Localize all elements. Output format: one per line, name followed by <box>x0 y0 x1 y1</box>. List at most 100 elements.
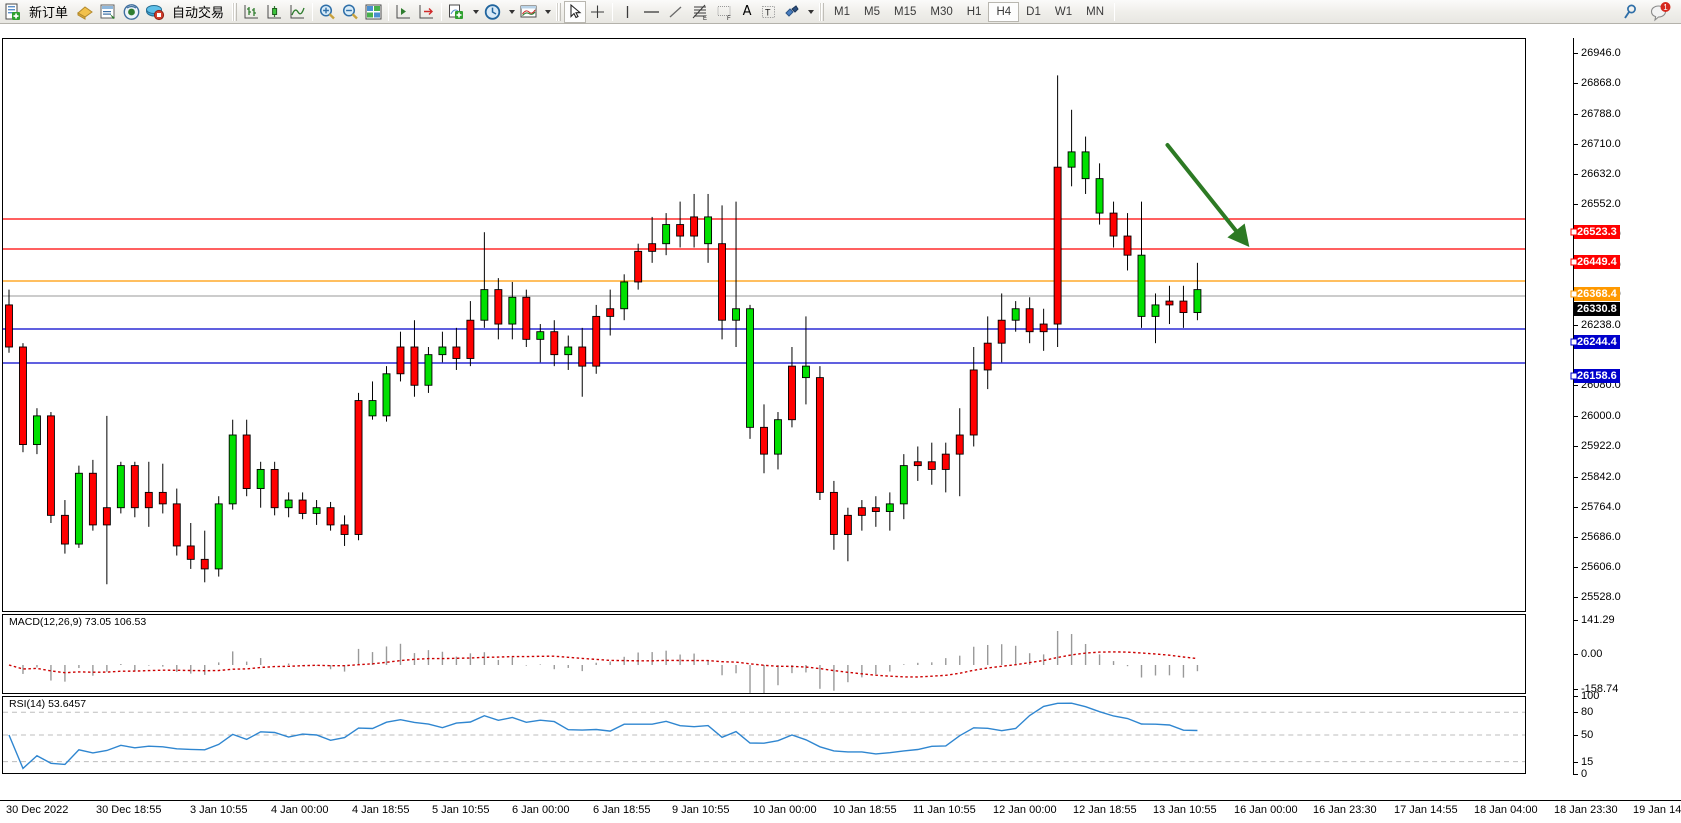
macd-tick-label: -158.74 <box>1581 683 1619 695</box>
current-price-tag[interactable]: 26330.8 <box>1574 302 1620 316</box>
candlestick <box>536 324 545 363</box>
zoom-out-icon[interactable] <box>339 1 362 23</box>
price-tick <box>1573 506 1578 508</box>
timeframe-h1[interactable]: H1 <box>966 5 982 18</box>
price-tick <box>1573 82 1578 84</box>
candlestick <box>1151 293 1160 344</box>
candlestick <box>1193 262 1202 321</box>
price-tick <box>1573 324 1578 326</box>
chart-region: MACD(12,26,9) 73.05 106.53 RSI(14) 53.64… <box>0 24 1681 800</box>
time-axis[interactable]: 30 Dec 2022 30 Dec 18:55 3 Jan 10:55 4 Jan … <box>0 800 1681 823</box>
support-2-handle[interactable] <box>1570 372 1578 380</box>
pivot-line-handle[interactable] <box>1570 290 1578 298</box>
timeframe-w1[interactable]: W1 <box>1054 5 1073 18</box>
price-tick <box>1573 446 1578 448</box>
autotrade-icon[interactable] <box>143 1 167 23</box>
macd-signal-line <box>8 651 1198 678</box>
templates-icon[interactable] <box>517 1 540 23</box>
shapes-icon[interactable] <box>780 1 803 23</box>
tile-windows-icon[interactable] <box>362 1 385 23</box>
macd-svg <box>8 631 1199 693</box>
bar-chart-icon[interactable] <box>240 1 263 23</box>
candlestick <box>480 232 489 328</box>
expert-advisors-icon[interactable] <box>73 1 97 23</box>
price-tick <box>1573 173 1578 175</box>
rsi-tick-label: 80 <box>1581 705 1594 718</box>
candlestick <box>5 289 13 353</box>
search-icon[interactable] <box>1619 1 1641 23</box>
fibonacci-icon[interactable]: E <box>687 1 712 23</box>
rsi-tick-label: 50 <box>1581 729 1594 741</box>
text-label-icon[interactable]: T <box>757 1 780 23</box>
time-axis-label: 10 Jan 00:00 <box>753 804 817 816</box>
candlestick <box>438 331 447 363</box>
toolbar-grip-3[interactable] <box>819 2 825 21</box>
data-window-icon[interactable] <box>97 1 120 23</box>
vertical-line-icon[interactable] <box>616 1 639 23</box>
chart-shift-icon[interactable] <box>415 1 438 23</box>
horizontal-line-icon[interactable] <box>639 1 664 23</box>
candlestick <box>298 492 307 520</box>
timeframe-m1[interactable]: M1 <box>834 5 851 18</box>
cursor-icon[interactable] <box>564 0 587 23</box>
templates-dropdown[interactable] <box>540 1 553 23</box>
timeframe-m30[interactable]: M30 <box>930 5 953 18</box>
candlestick <box>1011 301 1020 332</box>
trendline-icon[interactable] <box>664 1 687 23</box>
pivot-line-tag[interactable]: 26368.4 <box>1574 287 1620 301</box>
support-1-handle[interactable] <box>1570 338 1578 346</box>
auto-scroll-icon[interactable] <box>392 1 415 23</box>
zoom-in-icon[interactable] <box>316 1 339 23</box>
price-chart-panel[interactable] <box>2 38 1526 612</box>
period-icon[interactable] <box>481 1 504 23</box>
support-2-tag[interactable]: 26158.6 <box>1574 369 1620 383</box>
new-order-label[interactable]: 新订单 <box>29 6 69 21</box>
candlestick <box>690 193 699 248</box>
timeframe-m5[interactable]: M5 <box>864 5 880 18</box>
time-axis-label: 17 Jan 14:55 <box>1394 804 1458 816</box>
resistance-2-tag[interactable]: 26523.3 <box>1574 225 1620 239</box>
channel-icon[interactable]: F <box>712 1 737 23</box>
toolbar-grip-1[interactable] <box>232 2 238 21</box>
price-tick-label: 25842.0 <box>1581 470 1621 483</box>
period-dropdown[interactable] <box>504 1 517 23</box>
candlestick-chart-icon[interactable] <box>263 1 286 23</box>
text-icon[interactable]: A <box>742 4 752 19</box>
alerts-icon[interactable]: 1 <box>1647 1 1673 23</box>
candlestick <box>33 408 41 455</box>
candlestick <box>620 274 629 321</box>
navigator-icon[interactable] <box>120 1 143 23</box>
resistance-2-handle[interactable] <box>1570 228 1578 236</box>
price-tick <box>1573 385 1578 387</box>
macd-panel[interactable]: MACD(12,26,9) 73.05 106.53 <box>2 614 1526 694</box>
shapes-dropdown[interactable] <box>803 1 816 23</box>
candlestick <box>19 343 27 453</box>
time-axis-label: 11 Jan 10:55 <box>913 804 976 816</box>
new-order-icon[interactable] <box>2 1 24 23</box>
timeframe-m15[interactable]: M15 <box>894 5 917 18</box>
autotrade-label[interactable]: 自动交易 <box>172 6 225 21</box>
resistance-1-tag[interactable]: 26449.4 <box>1574 255 1620 269</box>
candlestick <box>1123 213 1132 271</box>
line-chart-icon[interactable] <box>286 1 309 23</box>
candlestick <box>578 327 587 397</box>
price-scale-axis[interactable]: 26946.0 26868.0 26788.0 26710.0 26632.0 26552… <box>1528 38 1681 780</box>
crosshair-icon[interactable] <box>586 1 609 23</box>
toolbar-grip-2[interactable] <box>556 2 562 21</box>
price-tick <box>1573 204 1578 206</box>
price-tick-label: 25528.0 <box>1581 591 1621 604</box>
time-axis-label: 12 Jan 18:55 <box>1073 804 1137 816</box>
rsi-label: RSI(14) 53.6457 <box>7 698 89 710</box>
timeframe-mn[interactable]: MN <box>1086 5 1104 18</box>
support-1-tag[interactable]: 26244.4 <box>1574 335 1620 349</box>
rsi-panel[interactable]: RSI(14) 53.6457 <box>2 696 1526 774</box>
indicators-icon[interactable] <box>445 1 468 23</box>
time-axis-label: 3 Jan 10:55 <box>190 804 248 816</box>
indicators-dropdown[interactable] <box>468 1 481 23</box>
time-axis-label: 6 Jan 18:55 <box>593 804 651 816</box>
timeframe-d1[interactable]: D1 <box>1026 5 1041 18</box>
timeframe-h4[interactable]: H4 <box>988 1 1020 22</box>
time-axis-label: 18 Jan 04:00 <box>1474 804 1538 816</box>
candlestick <box>899 454 908 520</box>
resistance-1-handle[interactable] <box>1570 258 1578 266</box>
